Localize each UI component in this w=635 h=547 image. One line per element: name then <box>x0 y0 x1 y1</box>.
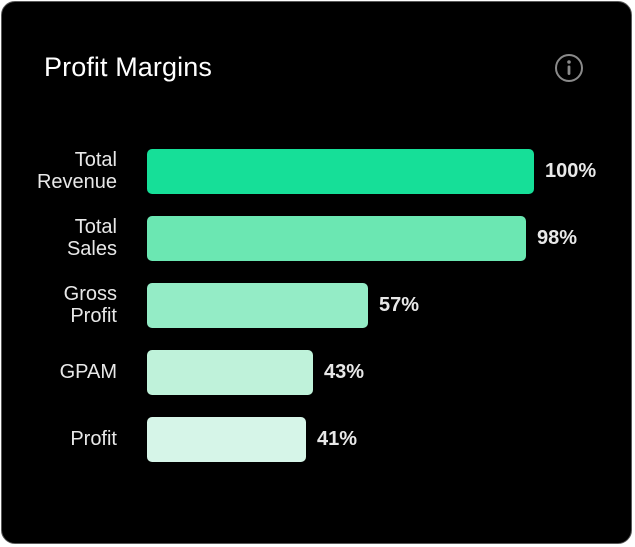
value-label: 57% <box>379 294 420 316</box>
bar <box>147 282 368 328</box>
value-label: 98% <box>537 227 578 249</box>
card-title: Profit Margins <box>44 52 212 82</box>
value-label: 41% <box>317 428 358 450</box>
bar <box>147 349 313 395</box>
value-label: 100% <box>545 160 597 182</box>
category-label: Total Sales <box>66 216 117 260</box>
category-label: Total Revenue <box>36 149 117 193</box>
bar <box>147 416 306 462</box>
info-icon[interactable] <box>554 53 584 83</box>
bar <box>147 215 526 261</box>
category-label: Gross Profit <box>63 283 117 327</box>
category-label: Profit <box>70 428 117 450</box>
bar <box>147 148 534 194</box>
value-label: 43% <box>324 361 365 383</box>
category-label: GPAM <box>59 361 117 383</box>
